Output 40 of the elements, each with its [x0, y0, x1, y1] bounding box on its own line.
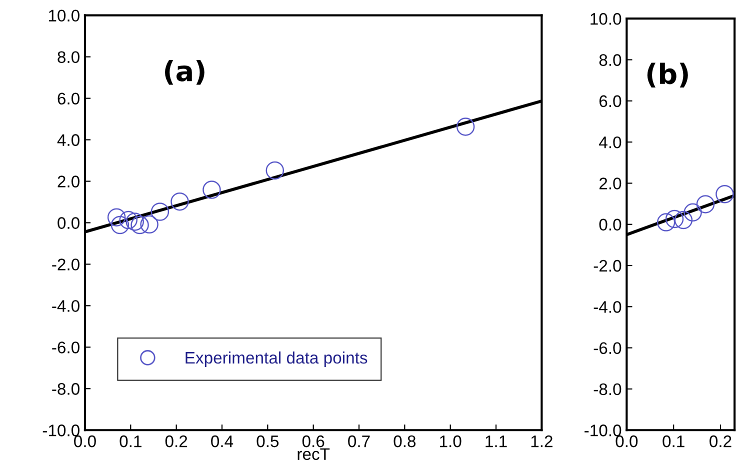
annotation: (a) — [165, 60, 204, 85]
y-tick-label: 2.0 — [599, 178, 622, 190]
y-tick-label: 2.0 — [58, 176, 80, 188]
y-tick-label: 4.0 — [599, 136, 622, 148]
x-tick-label: 0.2 — [710, 435, 732, 448]
y-tick-label: -8.0 — [52, 383, 80, 395]
y-tick-label: 8.0 — [599, 54, 622, 66]
legend-label: Experimental data points — [186, 351, 368, 367]
y-tick-label: 6.0 — [599, 95, 622, 108]
x-axis-title: recT — [298, 448, 330, 460]
y-tick-label: -2.0 — [594, 260, 622, 272]
y-tick-label: 0.0 — [599, 218, 622, 231]
x-tick-label: 1.1 — [486, 436, 507, 448]
y-tick-label: -6.0 — [52, 342, 80, 354]
x-tick-label: 0.7 — [348, 435, 370, 448]
y-tick-label: -10.0 — [42, 424, 80, 436]
x-tick-label: 0.1 — [662, 435, 684, 448]
y-tick-label: -2.0 — [52, 258, 80, 270]
y-tick-label: 10.0 — [590, 13, 622, 25]
x-tick-label: 0.8 — [394, 435, 416, 448]
y-tick-label: 0.0 — [58, 217, 80, 229]
x-tick-label: 1.2 — [531, 435, 552, 448]
y-tick-label: -4.0 — [594, 301, 622, 313]
x-tick-label: 0.0 — [74, 435, 96, 448]
x-tick-label: 0.6 — [302, 435, 324, 448]
x-tick-label: 0.2 — [165, 435, 188, 448]
x-tick-label: 0.1 — [120, 435, 142, 448]
y-tick-label: 6.0 — [58, 92, 80, 105]
x-tick-label: 0.5 — [256, 435, 279, 448]
x-tick-label: 0.0 — [616, 435, 638, 448]
x-tick-label: 0.4 — [211, 435, 234, 448]
y-tick-label: -10.0 — [584, 424, 622, 436]
y-tick-label: 8.0 — [58, 51, 80, 64]
annotation: (b) — [647, 62, 688, 88]
x-tick-label: 1.0 — [440, 435, 462, 448]
y-tick-label: -6.0 — [594, 342, 622, 354]
y-tick-label: -8.0 — [594, 383, 622, 396]
y-tick-label: -4.0 — [52, 300, 80, 312]
y-tick-label: 4.0 — [57, 134, 80, 146]
y-tick-label: 10.0 — [48, 10, 80, 22]
